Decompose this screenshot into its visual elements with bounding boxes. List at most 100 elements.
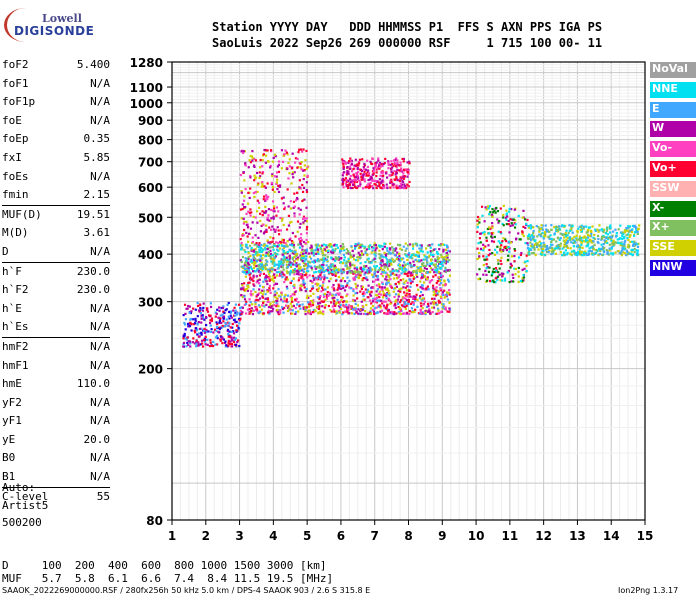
- data-point: [322, 263, 325, 267]
- data-point: [421, 275, 424, 278]
- data-point: [267, 309, 270, 312]
- data-point: [271, 266, 274, 269]
- data-point: [277, 260, 281, 263]
- data-point: [412, 260, 415, 263]
- data-point: [252, 279, 255, 283]
- data-point: [309, 257, 313, 260]
- data-point: [388, 274, 391, 277]
- data-point: [594, 251, 598, 254]
- data-point: [377, 181, 380, 184]
- data-point: [355, 266, 359, 269]
- data-point: [347, 252, 350, 255]
- data-point: [353, 306, 356, 309]
- data-point: [553, 247, 556, 250]
- data-point: [380, 165, 383, 168]
- data-point: [295, 262, 298, 265]
- data-point: [444, 308, 447, 311]
- data-point: [256, 267, 259, 271]
- data-point: [421, 250, 424, 253]
- data-point: [397, 293, 400, 296]
- param-value: N/A: [90, 244, 110, 258]
- data-point: [189, 321, 192, 324]
- data-point: [182, 337, 185, 340]
- data-point: [309, 246, 312, 250]
- data-point: [193, 329, 196, 333]
- data-point: [362, 305, 365, 308]
- data-point: [438, 300, 441, 303]
- data-point: [591, 245, 594, 248]
- data-point: [242, 199, 246, 202]
- data-point: [182, 313, 185, 317]
- data-point: [502, 237, 505, 240]
- data-point: [367, 169, 370, 172]
- data-point: [347, 161, 350, 164]
- data-point: [602, 242, 605, 246]
- data-point: [188, 324, 192, 328]
- data-point: [439, 295, 442, 298]
- data-point: [603, 250, 606, 254]
- data-point: [611, 241, 615, 244]
- data-point: [419, 277, 423, 280]
- data-point: [330, 256, 333, 259]
- data-point: [398, 260, 401, 263]
- data-point: [256, 279, 259, 282]
- data-point: [290, 167, 294, 170]
- data-point: [439, 282, 443, 285]
- data-point: [251, 159, 254, 162]
- data-point: [378, 266, 381, 270]
- data-point: [250, 211, 253, 214]
- data-point: [607, 236, 610, 240]
- data-point: [508, 231, 511, 234]
- data-point: [346, 265, 349, 269]
- data-point: [374, 165, 378, 168]
- data-point: [322, 257, 326, 260]
- data-point: [381, 180, 384, 183]
- data-point: [378, 244, 381, 247]
- data-point: [379, 306, 382, 309]
- data-point: [353, 247, 357, 250]
- data-point: [271, 186, 275, 189]
- data-point: [182, 341, 186, 345]
- data-point: [605, 232, 608, 235]
- data-point: [322, 270, 325, 273]
- data-point: [381, 288, 384, 291]
- data-point: [387, 309, 390, 312]
- data-point: [398, 288, 401, 291]
- data-point: [245, 264, 249, 267]
- data-point: [380, 272, 383, 276]
- data-point: [390, 286, 393, 289]
- data-point: [239, 309, 243, 312]
- data-point: [381, 302, 384, 305]
- data-point: [446, 310, 449, 313]
- data-point: [349, 256, 352, 259]
- data-point: [220, 321, 223, 325]
- data-point: [588, 247, 591, 250]
- param-row: MUF(D) 19.51: [2, 204, 110, 225]
- data-point: [362, 298, 365, 301]
- x-tick-label: 9: [438, 529, 446, 543]
- data-point: [331, 272, 334, 276]
- data-point: [503, 245, 506, 249]
- data-point: [234, 309, 237, 312]
- y-tick-label: 600: [138, 181, 163, 195]
- data-point: [345, 180, 348, 183]
- data-point: [246, 261, 250, 264]
- data-point: [288, 158, 291, 161]
- data-point: [441, 275, 445, 278]
- data-point: [358, 312, 361, 315]
- param-label: foF1p: [2, 95, 36, 109]
- data-point: [275, 271, 278, 274]
- data-point: [354, 282, 357, 286]
- data-point: [297, 301, 300, 304]
- header-row2: SaoLuis 2022 Sep26 269 000000 RSF 1 715 …: [212, 36, 603, 50]
- data-point: [374, 297, 377, 300]
- data-point: [607, 253, 610, 256]
- data-point: [319, 301, 322, 305]
- data-point: [285, 298, 288, 301]
- data-point: [544, 235, 547, 238]
- data-point: [380, 260, 383, 263]
- data-point: [281, 259, 285, 262]
- data-point: [476, 226, 479, 229]
- data-point: [258, 297, 262, 300]
- param-row: B1 N/A: [2, 468, 110, 487]
